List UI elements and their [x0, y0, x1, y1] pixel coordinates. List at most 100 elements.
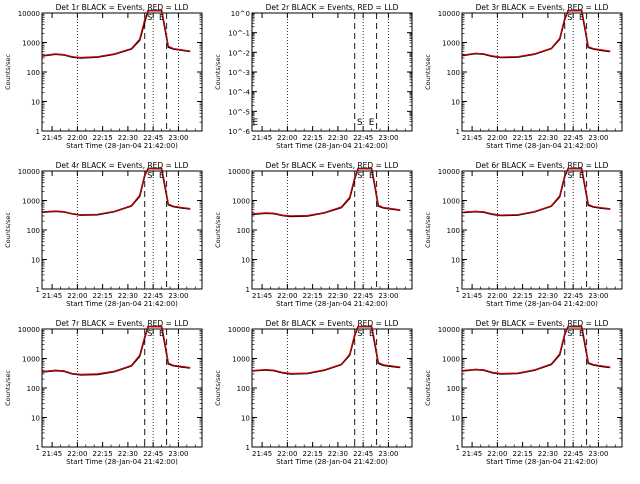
chart-title: Det 6r BLACK = Events, RED = LLD [476, 161, 609, 170]
marker-label-s: S [357, 171, 362, 180]
marker-label-s: S [147, 329, 152, 338]
y-tick-label: 1 [246, 286, 250, 294]
y-axis-label: Counts/sec [424, 370, 432, 406]
x-tick-label: 23:00 [588, 134, 608, 142]
x-tick-label: 22:15 [93, 450, 113, 458]
y-tick-label: 10^-5 [228, 108, 250, 116]
x-tick-label: 22:30 [328, 134, 348, 142]
y-tick-label: 1000 [232, 198, 250, 206]
y-tick-label: 1000 [232, 356, 250, 364]
x-tick-label: 22:45 [353, 134, 373, 142]
chart-title: Det 9r BLACK = Events, RED = LLD [476, 319, 609, 328]
x-tick-label: 23:00 [588, 292, 608, 300]
chart-title: Det 8r BLACK = Events, RED = LLD [266, 319, 399, 328]
chart-panel-6: Det 6r BLACK = Events, RED = LLD 1 10 100 10… [424, 161, 623, 308]
plot-frame [461, 12, 623, 132]
y-tick-label: 1 [456, 128, 460, 136]
series-line-lld [461, 326, 611, 375]
y-tick-label: 10 [451, 257, 460, 265]
marker-label-e: E [253, 118, 259, 128]
x-axis-label: Start Time (28-Jan-04 21:42:00) [486, 142, 598, 150]
y-tick-label: 1000 [22, 198, 40, 206]
x-tick-label: 22:15 [93, 134, 113, 142]
series-line-events [461, 167, 611, 217]
y-axis-label: Counts/sec [424, 212, 432, 248]
marker-label-s: S [147, 13, 152, 22]
marker-label-e: E [579, 171, 584, 180]
y-tick-label: 100 [237, 227, 250, 235]
x-axis-label: Start Time (28-Jan-04 21:42:00) [66, 142, 178, 150]
y-tick-label: 100 [27, 227, 40, 235]
x-axis-label: Start Time (28-Jan-04 21:42:00) [486, 300, 598, 308]
y-tick-label: 1 [36, 128, 40, 136]
y-axis-label: Counts/sec [214, 370, 222, 406]
y-tick-label: 1 [456, 444, 460, 452]
chart-title: Det 4r BLACK = Events, RED = LLD [56, 161, 189, 170]
x-tick-label: 22:30 [328, 450, 348, 458]
chart-title: Det 7r BLACK = Events, RED = LLD [56, 319, 189, 328]
x-tick-label: 23:00 [378, 292, 398, 300]
series-line-events [251, 167, 401, 218]
series-line-lld [461, 10, 611, 58]
y-tick-label: 100 [27, 385, 40, 393]
y-axis-label: Counts/sec [4, 212, 12, 248]
x-tick-label: 22:15 [303, 134, 323, 142]
y-tick-label: 10000 [18, 168, 40, 176]
marker-label-s: S [147, 171, 152, 180]
marker-label-e: E [369, 171, 374, 180]
x-tick-label: 22:00 [67, 450, 87, 458]
y-tick-label: 100 [447, 385, 460, 393]
x-axis-label: Start Time (28-Jan-04 21:42:00) [276, 458, 388, 466]
x-tick-label: 22:15 [303, 292, 323, 300]
x-tick-label: 22:45 [143, 134, 163, 142]
y-tick-label: 10 [31, 415, 40, 423]
y-axis-label: Counts/sec [424, 54, 432, 90]
x-tick-label: 22:15 [93, 292, 113, 300]
x-tick-label: 22:15 [513, 134, 533, 142]
plot-frame [251, 328, 413, 448]
y-tick-label: 10 [31, 257, 40, 265]
y-tick-label: 10^0 [231, 10, 250, 18]
y-tick-label: 10 [31, 99, 40, 107]
y-tick-label: 100 [447, 227, 460, 235]
x-tick-label: 22:45 [353, 292, 373, 300]
marker-label-s: S [357, 329, 362, 338]
x-axis-label: Start Time (28-Jan-04 21:42:00) [486, 458, 598, 466]
chart-panel-7: Det 7r BLACK = Events, RED = LLD 1 10 100 10… [4, 319, 203, 466]
x-tick-label: 21:45 [252, 292, 272, 300]
y-tick-label: 1000 [442, 356, 460, 364]
y-tick-label: 10^-1 [228, 30, 250, 38]
y-tick-label: 10 [451, 415, 460, 423]
x-axis-label: Start Time (28-Jan-04 21:42:00) [276, 300, 388, 308]
plot-frame [251, 12, 413, 132]
marker-label-e: E [369, 329, 374, 338]
y-tick-label: 1 [456, 286, 460, 294]
marker-label-e: E [159, 13, 164, 22]
y-tick-label: 10000 [18, 326, 40, 334]
chart-panel-4: Det 4r BLACK = Events, RED = LLD 1 10 100 10… [4, 161, 203, 308]
x-tick-label: 21:45 [42, 450, 62, 458]
plot-frame [251, 170, 413, 290]
series-line-events [461, 9, 611, 59]
x-tick-label: 22:45 [563, 450, 583, 458]
series-line-lld [41, 168, 191, 216]
chart-panel-5: Det 5r BLACK = Events, RED = LLD 1 10 100 10… [214, 161, 413, 308]
x-tick-label: 22:00 [277, 450, 297, 458]
x-tick-label: 22:00 [277, 134, 297, 142]
y-tick-label: 10 [241, 415, 250, 423]
y-tick-label: 10000 [438, 168, 460, 176]
chart-panel-2: Det 2r BLACK = Events, RED = LLD 10^-6 10^… [214, 3, 413, 150]
x-tick-label: 22:15 [513, 292, 533, 300]
y-tick-label: 1000 [442, 198, 460, 206]
series-line-lld [251, 168, 401, 217]
x-tick-label: 22:30 [328, 292, 348, 300]
y-tick-label: 10 [451, 99, 460, 107]
y-tick-label: 1000 [22, 40, 40, 48]
x-tick-label: 21:45 [462, 292, 482, 300]
x-tick-label: 22:00 [67, 292, 87, 300]
plot-frame [41, 12, 203, 132]
chart-panel-9: Det 9r BLACK = Events, RED = LLD 1 10 100 10… [424, 319, 623, 466]
x-tick-label: 21:45 [252, 134, 272, 142]
x-axis-label: Start Time (28-Jan-04 21:42:00) [66, 300, 178, 308]
